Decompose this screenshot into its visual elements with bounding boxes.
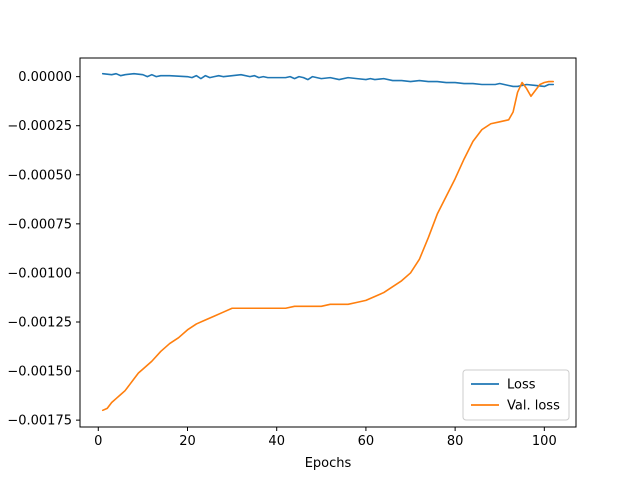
series-layer	[101, 72, 555, 412]
y-tick-label: −0.00050	[7, 168, 72, 183]
y-axis: 0.00000 −0.00025 −0.00050 −0.00075 −0.00100 −…	[7, 70, 80, 429]
series-line-0	[101, 72, 555, 88]
x-axis-label: Epochs	[305, 456, 352, 471]
x-axis: 0 20 40 60 80 100	[94, 427, 557, 449]
x-tick-label: 40	[268, 434, 285, 449]
axes-frame	[79, 57, 577, 428]
y-tick-label: −0.00125	[7, 315, 72, 330]
x-tick-label: 100	[532, 434, 557, 449]
legend-box	[462, 369, 570, 421]
legend: Loss Val. loss	[462, 369, 570, 421]
y-tick-label: −0.00100	[7, 266, 72, 281]
y-tick-label: −0.00150	[7, 365, 72, 380]
y-tick-label: −0.00175	[7, 414, 72, 429]
series-line-1	[101, 80, 555, 412]
legend-label: Loss	[507, 378, 536, 393]
legend-label: Val. loss	[507, 399, 560, 414]
x-tick-label: 0	[94, 434, 102, 449]
x-tick-label: 20	[179, 434, 196, 449]
y-tick-label: −0.00025	[7, 119, 72, 134]
legend-items: Loss Val. loss	[471, 378, 560, 414]
x-tick-label: 60	[358, 434, 375, 449]
y-tick-label: 0.00000	[18, 70, 72, 85]
y-tick-label: −0.00075	[7, 217, 72, 232]
x-tick-label: 80	[447, 434, 464, 449]
